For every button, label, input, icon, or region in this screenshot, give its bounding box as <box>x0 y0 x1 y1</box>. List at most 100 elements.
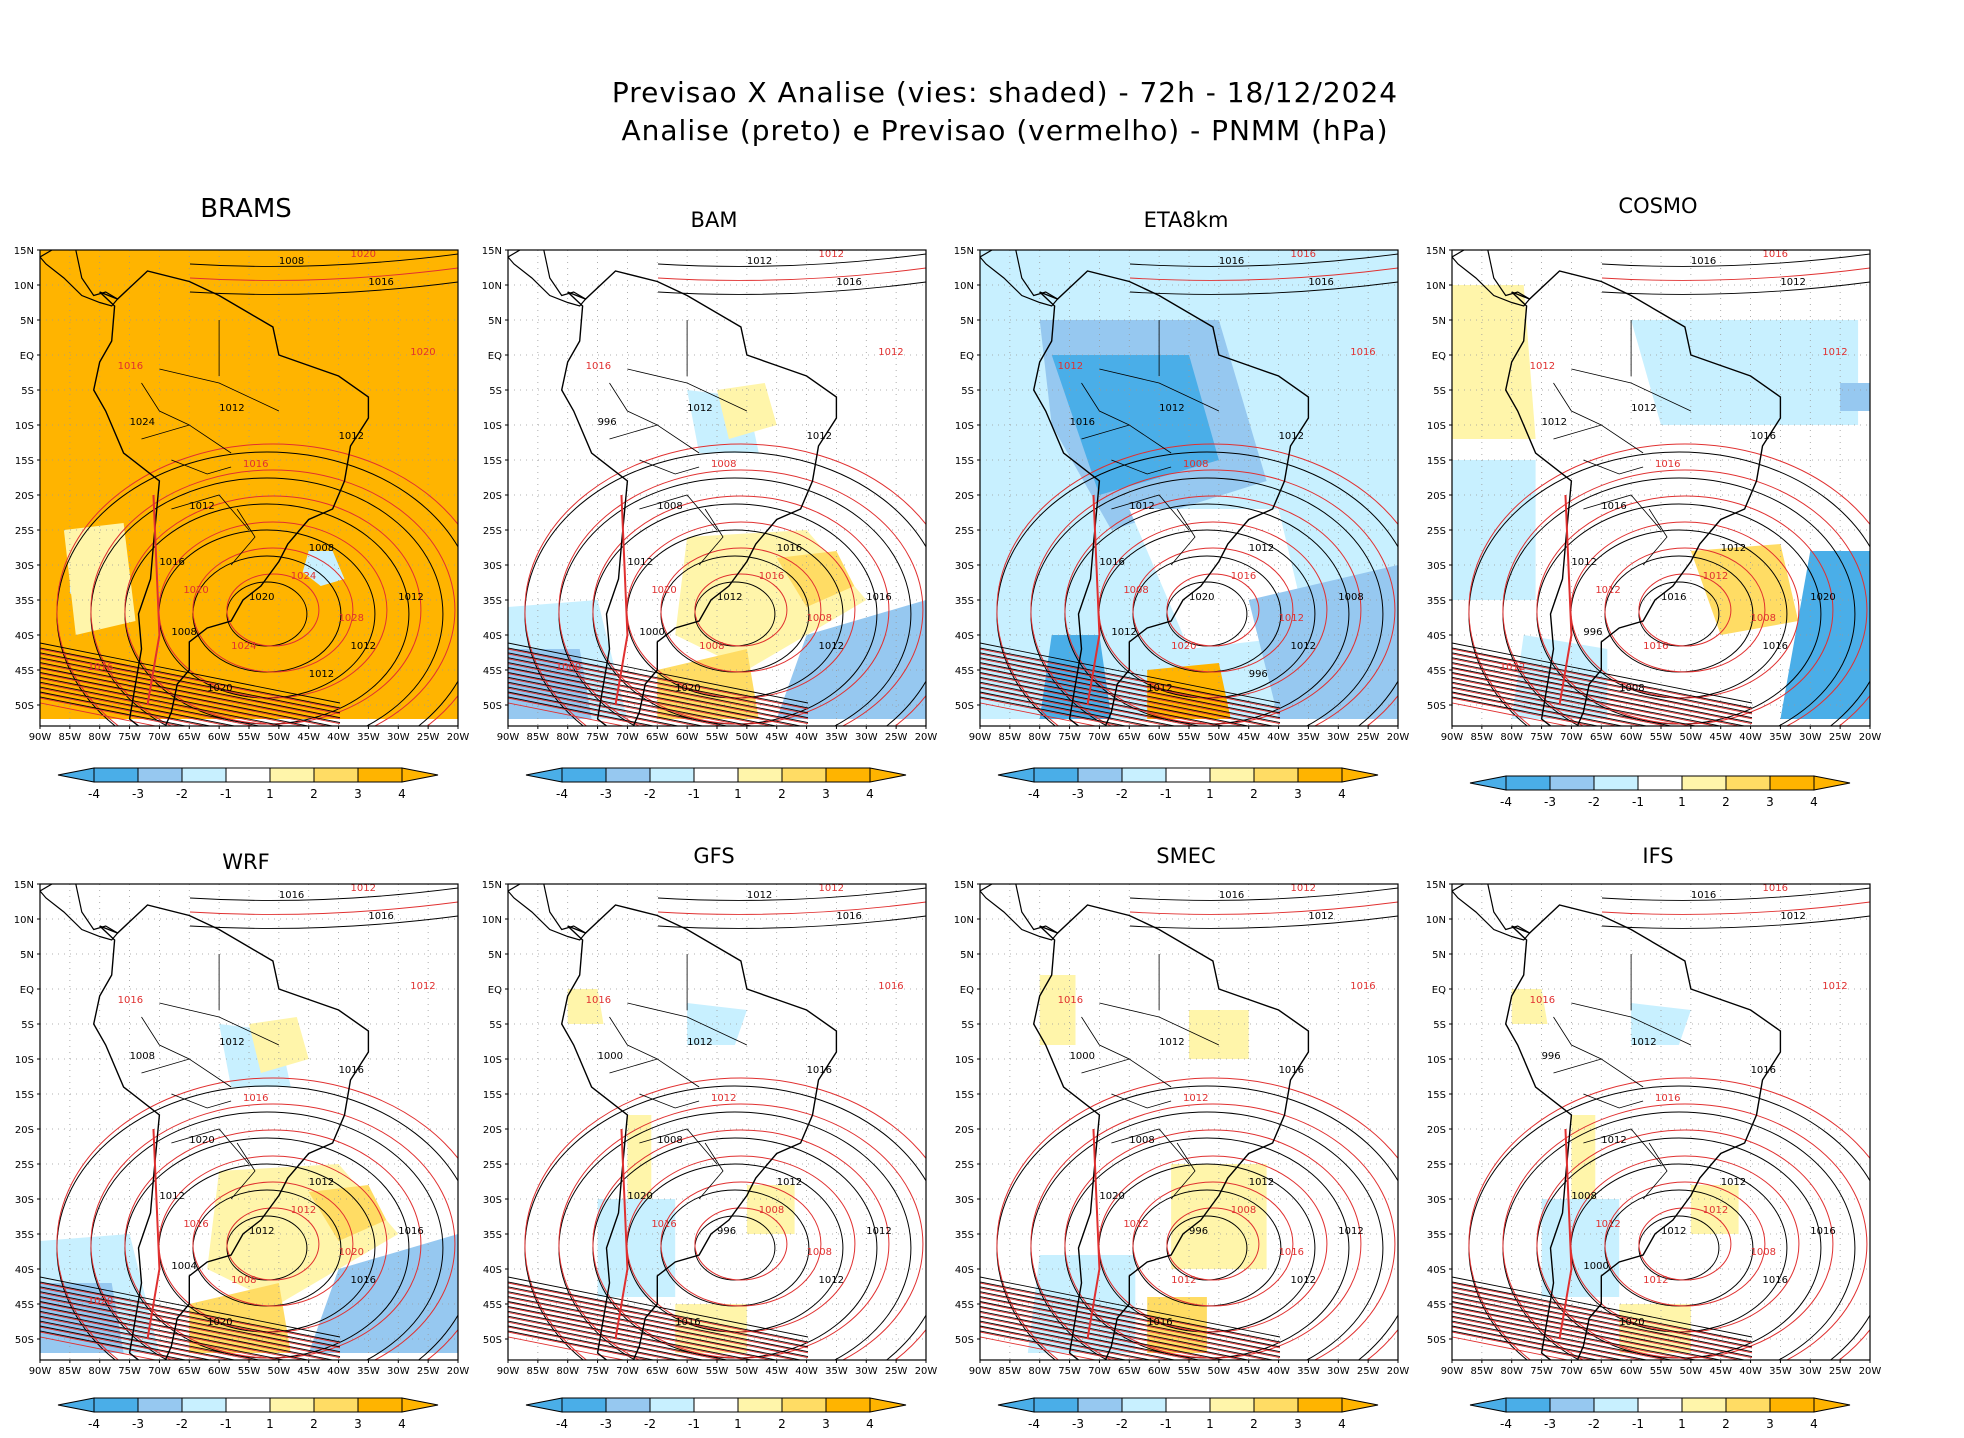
country-border <box>1583 1093 1644 1109</box>
lat-tick-label: EQ <box>1432 351 1446 362</box>
isobar-label-analysis: 1012 <box>249 1226 274 1237</box>
colorbar-swatch <box>1253 1397 1299 1413</box>
isobar-label-forecast: 1012 <box>1530 361 1555 372</box>
isobar-label-analysis: 1012 <box>1721 1177 1746 1188</box>
isobar-analysis <box>508 1325 681 1360</box>
isobar-analysis <box>508 1296 809 1358</box>
lon-tick-label: 40W <box>1267 732 1290 743</box>
lon-tick-label: 60W <box>676 732 699 743</box>
isobar-label-forecast: 1012 <box>1703 571 1728 582</box>
isobar-forecast <box>40 648 341 710</box>
isobar-label-analysis: 996 <box>1583 627 1602 638</box>
isobar-label-analysis: 1020 <box>1189 592 1214 603</box>
lat-tick-label: 50S <box>955 701 974 712</box>
isobar-analysis <box>508 1310 754 1360</box>
lon-tick-label: 25W <box>885 1366 908 1377</box>
isobar-label-analysis: 1000 <box>598 1051 623 1062</box>
colorbar-tick-label: 4 <box>866 787 874 801</box>
isobar-label-analysis: 1020 <box>1099 1191 1124 1202</box>
lon-tick-label: 25W <box>1357 1366 1380 1377</box>
lat-tick-label: 5N <box>960 316 974 327</box>
colorbar-tick-label: 2 <box>1250 1417 1258 1431</box>
colorbar-tick-label: 4 <box>398 787 406 801</box>
isobar-label-forecast: 1016 <box>586 361 611 372</box>
isobar <box>657 253 926 267</box>
isobar-label-forecast: 1016 <box>88 662 113 673</box>
lon-tick-label: 65W <box>178 732 201 743</box>
isobar-forecast <box>508 702 626 726</box>
isobar-forecast <box>1452 697 1595 726</box>
lat-tick-label: 20S <box>955 1125 974 1136</box>
isobar-label-forecast: 1008 <box>1183 459 1208 470</box>
isobar-label-analysis: 1012 <box>627 557 652 568</box>
isobar-label-analysis: 1020 <box>675 683 700 694</box>
colorbar-swatch <box>561 767 607 783</box>
map-plot: 1016 1012 1012 1016 1012 1016 1016 1012 1008 1020… <box>1426 246 1882 743</box>
colorbar-arrow-low <box>997 1397 1035 1413</box>
country-border <box>1099 368 1220 412</box>
colorbar-tick-label: -2 <box>1588 795 1600 809</box>
colorbar-swatch <box>93 1397 139 1413</box>
colorbar-tick-label: -4 <box>556 1417 568 1431</box>
isobar-analysis <box>980 1310 1226 1360</box>
isobar-label-forecast: 1024 <box>291 571 316 582</box>
lon-tick-label: 45W <box>765 732 788 743</box>
isobar-forecast <box>1452 1336 1570 1360</box>
isobar-analysis <box>508 1315 730 1360</box>
isobar-forecast <box>996 1077 1398 1360</box>
lon-tick-label: 90W <box>29 732 52 743</box>
lat-tick-label: 5S <box>489 386 502 397</box>
colorbar-swatch <box>1297 767 1343 783</box>
colorbar-swatch <box>781 1397 827 1413</box>
lat-tick-label: 15N <box>482 246 502 257</box>
colorbar-swatch <box>1637 1397 1683 1413</box>
isobar-label-analysis: 1008 <box>1619 683 1644 694</box>
isobar-analysis <box>980 686 1177 726</box>
country-border <box>1583 1128 1662 1165</box>
lon-tick-label: 50W <box>1680 1366 1703 1377</box>
colorbar-swatch <box>225 1397 271 1413</box>
isobar-label-forecast: 1020 <box>1171 641 1196 652</box>
isobar <box>657 887 926 901</box>
isobar-label-forecast: 1016 <box>1350 981 1375 992</box>
colorbar-swatch <box>1253 767 1299 783</box>
isobar-analysis <box>40 652 341 714</box>
colorbar-swatch <box>1637 775 1683 791</box>
bias-shading <box>508 649 592 719</box>
isobar-analysis <box>980 1320 1177 1360</box>
isobar-analysis <box>1452 1291 1753 1353</box>
colorbar-swatch <box>1681 1397 1727 1413</box>
lat-tick-label: 25S <box>15 526 34 537</box>
isobar-analysis <box>980 696 1128 726</box>
isobar-analysis <box>508 1330 656 1360</box>
colorbar-swatch <box>269 767 315 783</box>
isobar-label-analysis: 1016 <box>836 277 861 288</box>
lat-tick-label: 5N <box>1432 316 1446 327</box>
isobar-label-analysis: 1012 <box>777 1177 802 1188</box>
isobar-analysis <box>40 647 341 709</box>
isobar-forecast <box>1452 677 1693 726</box>
bias-shading <box>1051 355 1219 495</box>
lat-tick-label: 30S <box>483 1195 502 1206</box>
lon-tick-label: 30W <box>387 1366 410 1377</box>
isobar-forecast <box>40 1292 341 1354</box>
colorbar-tick-label: -4 <box>88 787 100 801</box>
andes-isobars <box>146 1128 161 1340</box>
colorbar-tick-label: -4 <box>556 787 568 801</box>
colorbar-tick-label: 4 <box>1810 1417 1818 1431</box>
colorbar-arrow-low <box>997 767 1035 783</box>
colorbar-swatch <box>693 767 739 783</box>
lat-tick-label: 45S <box>483 666 502 677</box>
isobar-forecast <box>980 677 1221 726</box>
isobar-analysis <box>508 696 656 726</box>
isobar-analysis <box>508 1276 809 1338</box>
isobar-analysis <box>1452 647 1753 709</box>
colorbar: -4 -3 -2 -1 1 2 3 4 <box>1469 775 1851 809</box>
lon-tick-label: 40W <box>327 732 350 743</box>
isobar-forecast <box>980 653 1281 715</box>
lon-tick-label: 30W <box>387 732 410 743</box>
isobar-label-forecast: 1008 <box>231 1275 256 1286</box>
country-border <box>1553 424 1644 454</box>
isobar <box>189 267 458 281</box>
andes-isobars <box>1558 494 1573 706</box>
